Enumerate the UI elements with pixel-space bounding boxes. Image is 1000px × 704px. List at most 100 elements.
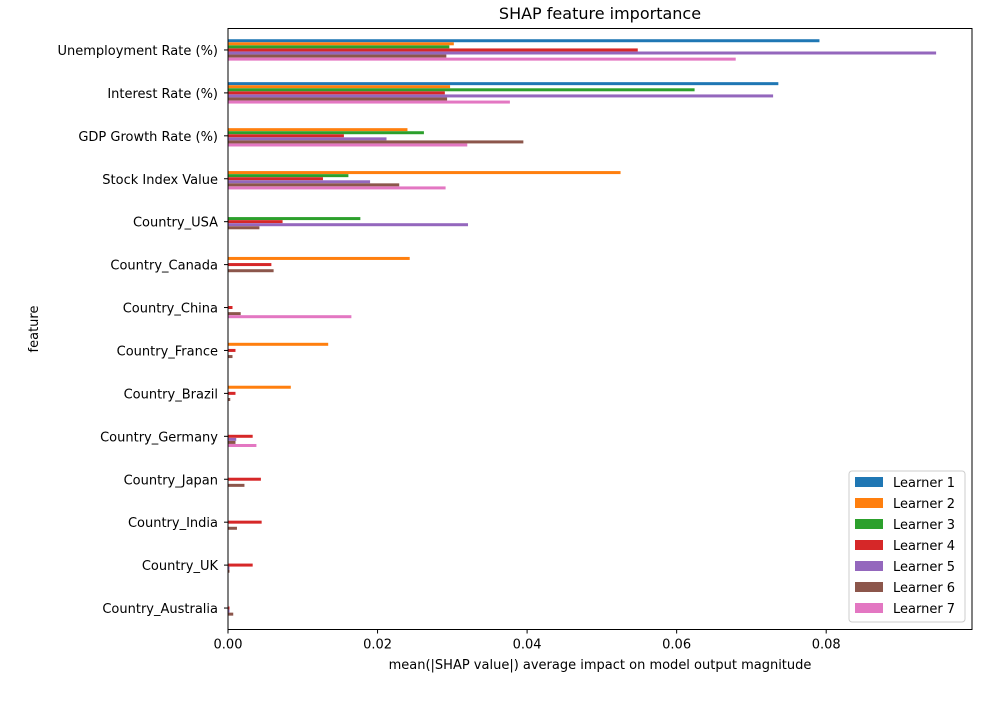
bar-4-3 bbox=[228, 177, 323, 181]
bar-5-9 bbox=[228, 437, 237, 441]
bar-2-2 bbox=[228, 128, 408, 132]
y-axis-label: feature bbox=[27, 306, 42, 353]
bar-4-6 bbox=[228, 306, 233, 309]
bar-6-1 bbox=[228, 97, 448, 101]
y-tick-label: Country_France bbox=[117, 344, 218, 359]
y-tick-label: Country_Japan bbox=[124, 473, 218, 488]
series-7 bbox=[228, 57, 736, 447]
x-axis-ticks: 0.00 0.02 0.04 0.06 0.08 bbox=[214, 629, 841, 653]
x-tick-label: 0.02 bbox=[363, 638, 392, 653]
bar-3-4 bbox=[228, 217, 361, 221]
bar-5-3 bbox=[228, 180, 371, 184]
bar-4-9 bbox=[228, 434, 253, 438]
bar-4-8 bbox=[228, 391, 236, 395]
legend-swatch bbox=[855, 477, 883, 487]
bar-7-1 bbox=[228, 100, 510, 104]
y-tick-label: Country_Germany bbox=[100, 430, 218, 445]
bar-2-0 bbox=[228, 42, 454, 46]
bar-7-0 bbox=[228, 57, 736, 61]
y-tick-label: Country_China bbox=[123, 302, 218, 317]
legend-label: Learner 5 bbox=[893, 560, 955, 575]
bar-7-9 bbox=[228, 443, 257, 447]
plot-frame bbox=[227, 28, 973, 630]
x-axis-label: mean(|SHAP value|) average impact on mod… bbox=[389, 658, 812, 673]
series-3 bbox=[228, 45, 695, 221]
legend: Learner 1 Learner 2 Learner 3 Learner 4 Lear… bbox=[848, 470, 966, 623]
legend-label: Learner 6 bbox=[893, 581, 955, 596]
y-tick-label: Unemployment Rate (%) bbox=[58, 44, 219, 59]
bar-1-0 bbox=[228, 39, 820, 43]
bar-6-13 bbox=[228, 612, 234, 616]
bar-6-2 bbox=[228, 140, 524, 144]
legend-label: Learner 2 bbox=[893, 497, 955, 512]
y-tick-label: Country_India bbox=[128, 516, 218, 531]
bar-6-11 bbox=[228, 526, 237, 530]
bar-4-4 bbox=[228, 220, 283, 224]
legend-swatch bbox=[855, 582, 883, 592]
bar-6-8 bbox=[228, 397, 231, 401]
x-tick-label: 0.06 bbox=[662, 638, 691, 653]
bar-4-12 bbox=[228, 563, 253, 567]
legend-swatch bbox=[855, 498, 883, 508]
y-tick-label: Country_UK bbox=[142, 559, 219, 574]
x-tick-label: 0.08 bbox=[812, 638, 841, 653]
bar-5-1 bbox=[228, 94, 774, 98]
bar-6-10 bbox=[228, 483, 245, 487]
bar-4-1 bbox=[228, 91, 445, 95]
bar-6-6 bbox=[228, 312, 241, 316]
bars-layer bbox=[228, 39, 937, 616]
bar-6-3 bbox=[228, 183, 400, 187]
y-tick-label: Country_Canada bbox=[110, 259, 218, 274]
series-6 bbox=[228, 54, 524, 616]
y-tick-label: Country_Australia bbox=[102, 602, 218, 617]
y-axis-ticks: Unemployment Rate (%) Interest Rate (%) GD… bbox=[58, 44, 228, 617]
bar-7-2 bbox=[228, 143, 468, 147]
bar-4-5 bbox=[228, 263, 272, 267]
bar-3-2 bbox=[228, 131, 424, 135]
legend-label: Learner 3 bbox=[893, 518, 955, 533]
bar-4-0 bbox=[228, 48, 638, 52]
bar-5-12 bbox=[228, 566, 230, 570]
bar-1-1 bbox=[228, 82, 779, 86]
legend-label: Learner 1 bbox=[893, 476, 955, 491]
bar-6-5 bbox=[228, 269, 274, 273]
bar-4-10 bbox=[228, 477, 261, 481]
bar-3-1 bbox=[228, 88, 695, 92]
bar-6-12 bbox=[228, 569, 230, 573]
bar-2-5 bbox=[228, 256, 410, 260]
series-2 bbox=[228, 42, 621, 389]
bar-6-4 bbox=[228, 226, 260, 230]
legend-label: Learner 4 bbox=[893, 539, 955, 554]
bar-7-6 bbox=[228, 315, 352, 319]
bar-2-7 bbox=[228, 342, 329, 346]
bar-4-7 bbox=[228, 348, 236, 352]
legend-swatch bbox=[855, 603, 883, 613]
legend-swatch bbox=[855, 540, 883, 550]
legend-swatch bbox=[855, 561, 883, 571]
bar-5-2 bbox=[228, 137, 387, 141]
bar-5-4 bbox=[228, 223, 469, 227]
series-1 bbox=[228, 39, 820, 86]
bar-7-3 bbox=[228, 186, 446, 190]
y-tick-label: Stock Index Value bbox=[102, 173, 218, 188]
bar-5-13 bbox=[228, 609, 230, 613]
bar-3-0 bbox=[228, 45, 450, 49]
y-tick-label: Interest Rate (%) bbox=[107, 87, 218, 102]
bar-4-11 bbox=[228, 520, 262, 524]
bar-4-2 bbox=[228, 134, 344, 138]
chart-title: SHAP feature importance bbox=[499, 4, 701, 23]
y-tick-label: Country_Brazil bbox=[124, 387, 218, 402]
series-5 bbox=[228, 51, 937, 613]
legend-swatch bbox=[855, 519, 883, 529]
bar-3-3 bbox=[228, 174, 349, 178]
x-tick-label: 0.00 bbox=[214, 638, 243, 653]
bar-4-13 bbox=[228, 606, 230, 610]
bar-5-0 bbox=[228, 51, 937, 55]
bar-2-1 bbox=[228, 85, 451, 89]
bar-6-0 bbox=[228, 54, 447, 58]
series-4 bbox=[228, 48, 638, 610]
bar-6-7 bbox=[228, 355, 233, 359]
x-tick-label: 0.04 bbox=[513, 638, 542, 653]
